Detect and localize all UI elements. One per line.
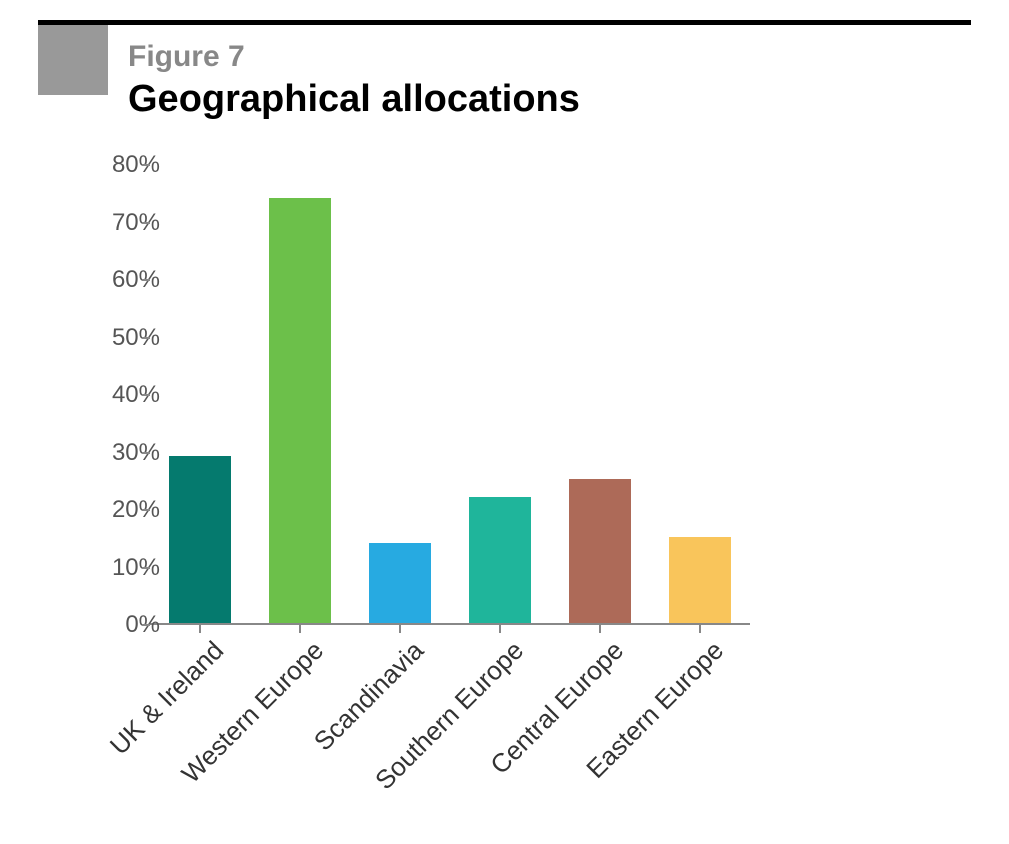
y-tick-mark: [142, 567, 150, 569]
plot-region: [150, 165, 750, 625]
y-tick-mark: [142, 279, 150, 281]
y-tick-mark: [142, 452, 150, 454]
bar: [469, 497, 531, 624]
y-tick-mark: [142, 337, 150, 339]
x-tick-mark: [199, 625, 201, 633]
x-tick-mark: [599, 625, 601, 633]
y-tick-mark: [142, 222, 150, 224]
chart-title: Geographical allocations: [128, 78, 580, 121]
figure-container: Figure 7 Geographical allocations 0%10%2…: [0, 0, 1009, 844]
y-tick-mark: [142, 164, 150, 166]
y-tick-mark: [142, 509, 150, 511]
chart-area: 0%10%20%30%40%50%60%70%80%UK & IrelandWe…: [60, 165, 780, 805]
figure-label: Figure 7: [128, 40, 245, 74]
x-tick-mark: [299, 625, 301, 633]
bar: [169, 456, 231, 623]
header-grey-block: [38, 25, 108, 95]
x-tick-mark: [699, 625, 701, 633]
bar: [369, 543, 431, 624]
y-tick-mark: [142, 394, 150, 396]
bar: [669, 537, 731, 623]
top-rule: [38, 20, 971, 25]
y-tick-mark: [142, 624, 150, 626]
x-tick-mark: [499, 625, 501, 633]
x-tick-mark: [399, 625, 401, 633]
bar: [569, 479, 631, 623]
bar: [269, 198, 331, 624]
